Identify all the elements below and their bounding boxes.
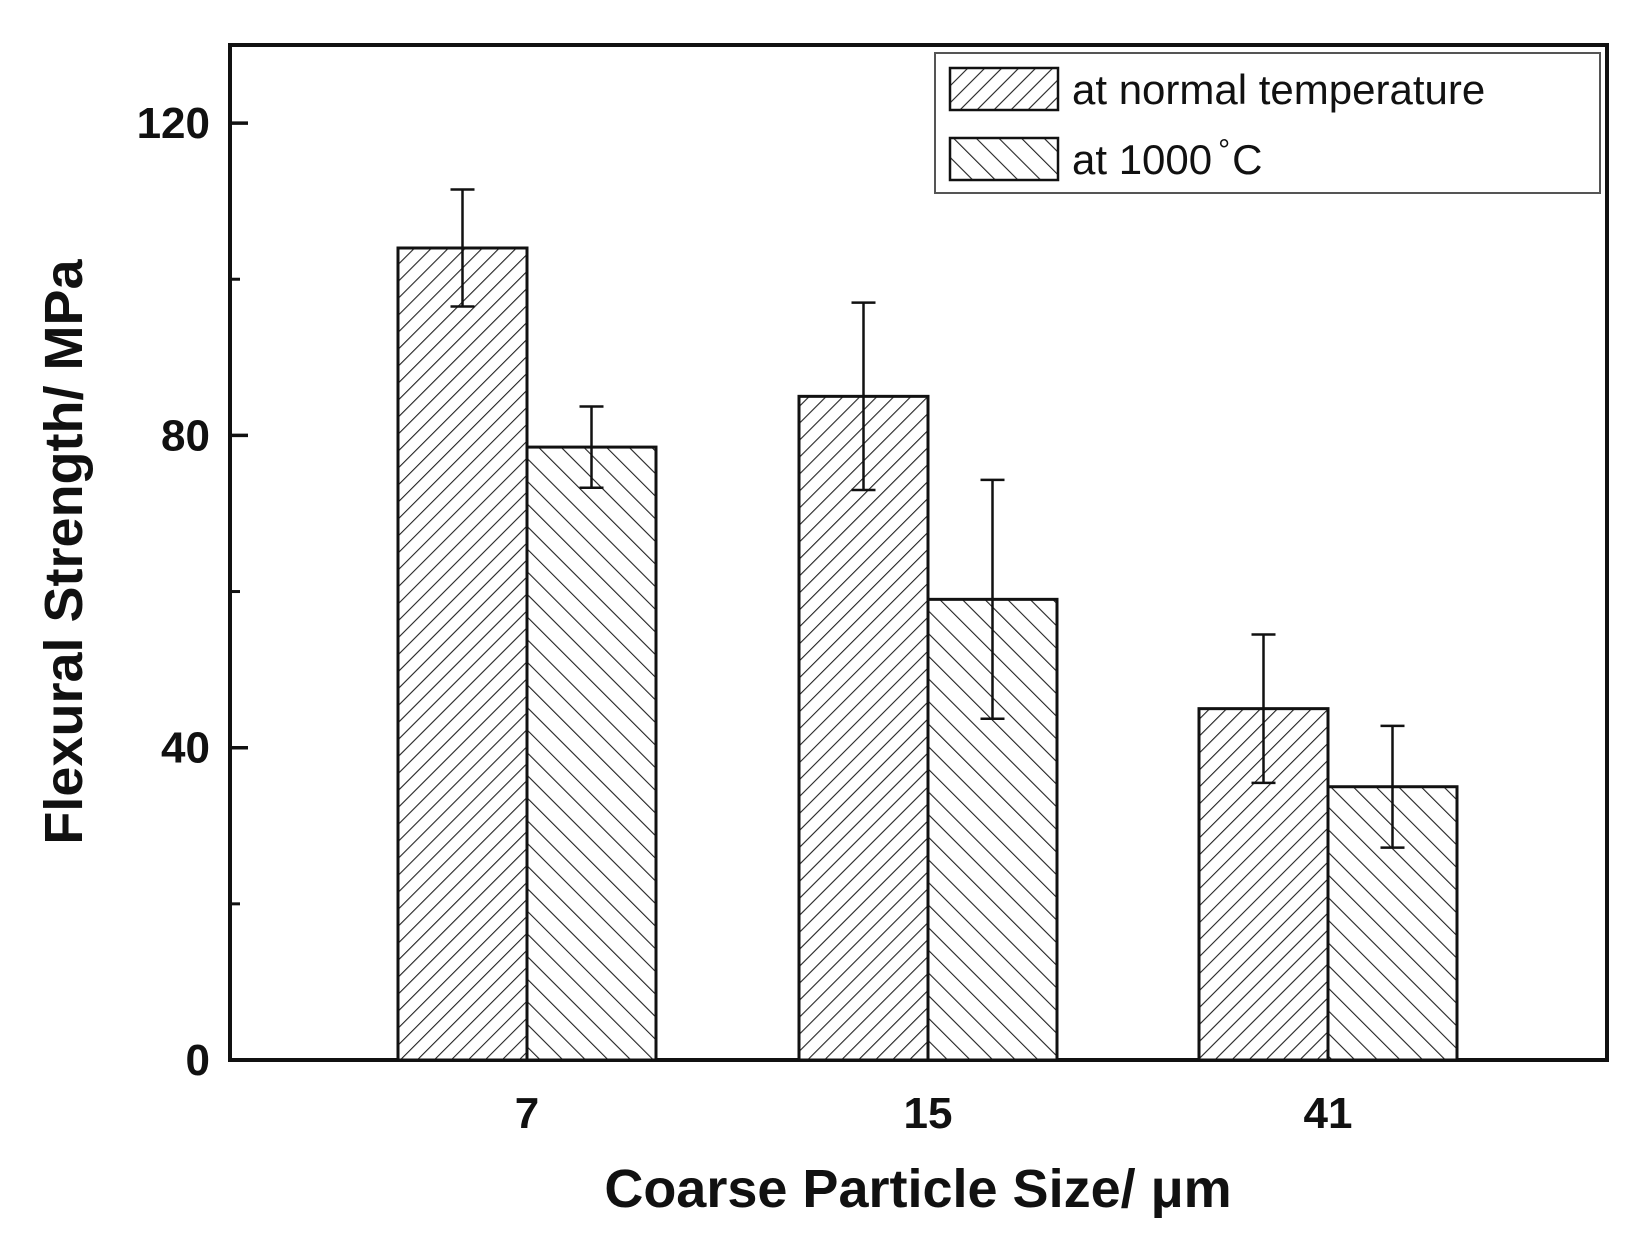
legend-label-1000c: at 1000 °C bbox=[1072, 134, 1262, 183]
error-bars-group bbox=[450, 188, 1405, 849]
y-tick-label-120: 120 bbox=[137, 99, 210, 148]
legend-swatch-normal bbox=[948, 66, 1060, 112]
legend-label-1000c-degree: ° bbox=[1218, 134, 1230, 167]
x-axis-title: Coarse Particle Size/ μm bbox=[604, 1159, 1231, 1219]
legend: at normal temperature at 1000 °C bbox=[934, 52, 1601, 194]
legend-label-1000c-number: at 1000 bbox=[1072, 136, 1212, 183]
y-tick-label-0: 0 bbox=[186, 1036, 210, 1085]
bars-group bbox=[396, 246, 1459, 1062]
legend-label-normal: at normal temperature bbox=[1072, 66, 1485, 113]
legend-swatch-1000c bbox=[948, 136, 1060, 182]
bar-normal-15 bbox=[797, 394, 930, 1062]
legend-label-1000c-unit: C bbox=[1232, 136, 1262, 183]
y-axis-title: Flexural Strength/ MPa bbox=[34, 258, 94, 844]
y-tick-label-80: 80 bbox=[161, 411, 210, 460]
x-tick-label-41: 41 bbox=[1304, 1089, 1353, 1138]
bar-normal-7 bbox=[396, 246, 529, 1062]
bar-1000c-7 bbox=[525, 445, 658, 1062]
x-tick-label-7: 7 bbox=[515, 1089, 539, 1138]
x-axis: 7 15 41 bbox=[515, 1089, 1353, 1138]
y-tick-label-40: 40 bbox=[161, 724, 210, 773]
y-axis: 0 40 80 120 bbox=[137, 99, 248, 1085]
x-tick-label-15: 15 bbox=[904, 1089, 953, 1138]
